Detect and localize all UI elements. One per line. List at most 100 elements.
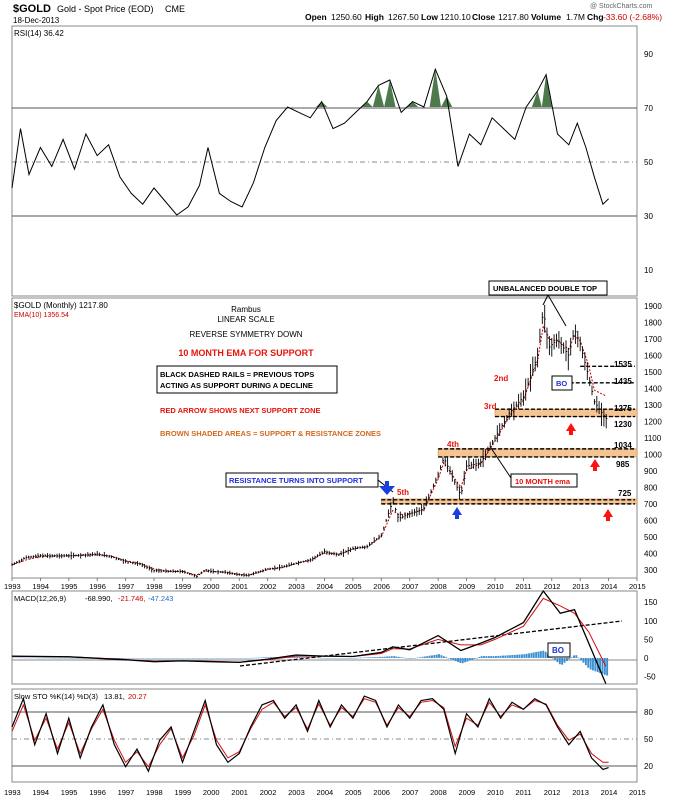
year-tick-label: 2012 <box>544 788 561 797</box>
price-tick: 300 <box>644 566 658 575</box>
macd-histogram-bar <box>173 658 175 659</box>
macd-histogram-bar <box>303 657 306 658</box>
ema-support-label: 10 MONTH EMA FOR SUPPORT <box>178 348 314 358</box>
macd-legend-macd: -68.990, <box>85 594 113 603</box>
macd-histogram-bar <box>352 658 355 659</box>
rsi-overbought-fill <box>372 85 385 107</box>
macd-histogram-bar <box>149 658 152 659</box>
bo-box <box>551 375 573 391</box>
macd-histogram-bar <box>239 658 242 659</box>
svg-text:1210.10: 1210.10 <box>440 12 471 22</box>
price-tick: 1400 <box>644 385 662 394</box>
macd-histogram-bar <box>21 657 24 659</box>
macd-histogram-bar <box>369 657 372 658</box>
macd-histogram-bar <box>421 656 424 658</box>
price-tick: 1600 <box>644 352 662 361</box>
price-tick: 1200 <box>644 418 662 427</box>
macd-histogram-bar <box>26 657 29 659</box>
macd-tick: -50 <box>644 673 656 682</box>
macd-histogram-bar <box>146 658 149 659</box>
macd-histogram-bar <box>334 658 336 659</box>
support-zone <box>437 448 638 458</box>
sto-ticks: 80 50 20 <box>644 708 653 771</box>
macd-histogram-bar <box>128 658 130 659</box>
macd-bo-label: BO <box>552 646 564 655</box>
macd-histogram-bar <box>466 658 469 662</box>
macd-histogram-bar <box>23 657 26 659</box>
macd-histogram-bar <box>457 658 459 662</box>
macd-histogram-bar <box>573 655 575 658</box>
macd-histogram-bar <box>135 658 137 659</box>
year-tick-label: 1993 <box>4 788 21 797</box>
macd-histogram-bar <box>234 658 237 659</box>
macd-histogram-bar <box>480 656 483 658</box>
price-legend-main: $GOLD (Monthly) 1217.80 <box>14 301 108 310</box>
year-tick-label: 2002 <box>260 582 277 591</box>
macd-histogram-bar <box>487 656 490 658</box>
year-tick-label: 2011 <box>515 788 531 797</box>
macd-histogram-bar <box>246 658 249 659</box>
support-arrows <box>379 423 613 521</box>
macd-histogram-bar <box>113 658 116 659</box>
macd-histogram-bar <box>206 658 208 659</box>
macd-histogram-bar <box>258 657 261 659</box>
macd-histogram-bar <box>199 658 201 659</box>
year-tick-label: 1996 <box>89 788 106 797</box>
macd-histogram-bar <box>336 658 339 659</box>
macd-histogram-bar <box>374 657 377 658</box>
level-985: 985 <box>616 460 630 469</box>
price-tick: 1900 <box>644 302 662 311</box>
macd-histogram-bar <box>414 658 417 659</box>
macd-histogram-bar <box>154 658 156 659</box>
support-zone <box>494 408 638 417</box>
price-tick: 1500 <box>644 368 662 377</box>
year-tick-label: 2010 <box>487 582 504 591</box>
year-tick-label: 2007 <box>402 788 419 797</box>
year-tick-label: 2005 <box>345 582 362 591</box>
macd-histogram-bar <box>447 658 450 659</box>
svg-text:1267.50: 1267.50 <box>388 12 419 22</box>
top-2nd-label: 2nd <box>494 374 508 383</box>
macd-histogram-bar <box>57 657 59 659</box>
symbol-title: $GOLD <box>13 3 51 15</box>
macd-histogram-bar <box>450 658 452 660</box>
price-frame <box>11 297 638 579</box>
macd-histogram-bar <box>201 658 204 659</box>
year-tick-label: 2009 <box>459 582 476 591</box>
macd-frame <box>11 590 638 685</box>
macd-histogram-bar <box>244 658 246 659</box>
macd-histogram-bar <box>445 657 448 658</box>
macd-histogram-bar <box>182 658 185 659</box>
year-tick-label: 2015 <box>629 788 646 797</box>
macd-histogram-bar <box>537 651 540 658</box>
resistance-label: RESISTANCE TURNS INTO SUPPORT <box>229 476 363 485</box>
macd-histogram-bar <box>293 656 296 658</box>
year-tick-label: 1998 <box>146 788 163 797</box>
macd-bo-box <box>547 642 571 658</box>
rsi-tick: 50 <box>644 158 653 167</box>
macd-histogram-bar <box>390 656 393 658</box>
macd-histogram-bar <box>532 652 535 658</box>
macd-histogram-bar <box>426 656 429 658</box>
macd-histogram-bar <box>476 657 478 659</box>
macd-histogram-bar <box>397 656 400 658</box>
price-tick: 1300 <box>644 401 662 410</box>
macd-histogram-bar <box>539 651 542 658</box>
sto-tick: 20 <box>644 762 653 771</box>
double-top-label: UNBALANCED DOUBLE TOP <box>493 284 597 293</box>
macd-histogram-bar <box>431 655 433 658</box>
chart-date: 18-Dec-2013 <box>13 16 60 25</box>
macd-histogram-bar <box>471 658 474 660</box>
macd-histogram-bar <box>452 658 455 661</box>
macd-histogram-bar <box>54 657 57 659</box>
macd-histogram-bar <box>412 658 414 659</box>
year-tick-label: 2008 <box>430 582 447 591</box>
macd-histogram-bar <box>606 658 609 676</box>
macd-histogram-bar <box>30 657 33 659</box>
svg-text:-33.60 (-2.68%): -33.60 (-2.68%) <box>603 12 662 22</box>
macd-histogram-bar <box>191 658 194 659</box>
brown-zones-label: BROWN SHADED AREAS = SUPPORT & RESISTANC… <box>160 429 381 438</box>
macd-histogram-bar <box>504 655 507 658</box>
ema-label: 10 MONTH ema <box>515 477 571 486</box>
year-tick-label: 2009 <box>459 788 476 797</box>
